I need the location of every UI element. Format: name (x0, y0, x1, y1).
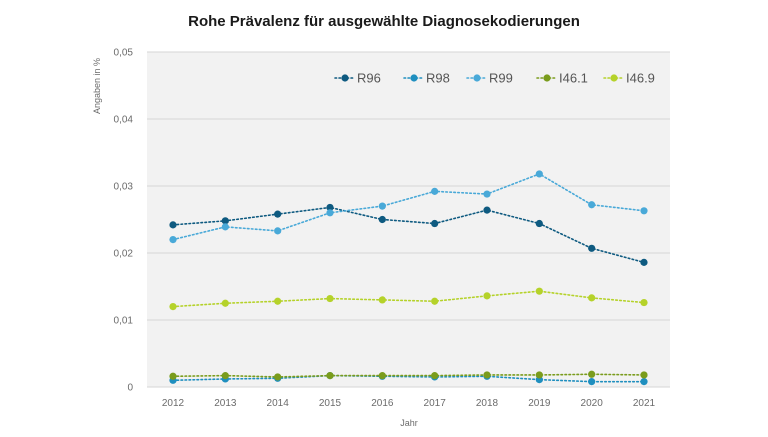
data-point (640, 298, 648, 307)
series-line (172, 373, 645, 378)
series-line (172, 290, 645, 308)
data-point (221, 217, 229, 225)
x-tick-label: 2017 (424, 398, 447, 409)
legend-item: I46.9 (603, 71, 655, 86)
y-tick-label: 0,02 (114, 249, 134, 260)
data-point (274, 210, 282, 218)
data-point (431, 219, 439, 228)
y-tick-label: 0,05 (114, 48, 134, 59)
data-point (431, 297, 439, 305)
series-line (172, 374, 645, 383)
legend-item: R96 (334, 71, 381, 86)
data-point (274, 227, 282, 235)
data-point (483, 292, 491, 300)
data-point (221, 299, 229, 307)
data-point (588, 370, 596, 378)
legend-swatch-marker (341, 74, 349, 82)
y-tick-label: 0,04 (114, 115, 134, 126)
legend-item: I46.1 (536, 71, 588, 86)
legend-item: R99 (466, 71, 513, 86)
legend-swatch-marker (610, 74, 618, 82)
series-r96 (169, 203, 648, 266)
data-point (169, 303, 177, 311)
x-tick-label: 2021 (633, 398, 656, 409)
data-point (640, 378, 648, 386)
y-axis-ticks: 0 0,01 0,02 0,03 0,04 0,05 (114, 48, 134, 394)
series-r99 (169, 170, 648, 244)
data-point (378, 202, 386, 210)
data-point (535, 170, 543, 178)
legend-label: R96 (357, 71, 381, 86)
data-point (221, 223, 229, 231)
data-point (535, 287, 543, 295)
data-point (588, 378, 596, 386)
chart-title: Rohe Prävalenz für ausgewählte Diagnosek… (188, 13, 580, 30)
data-point (378, 372, 386, 380)
data-point (483, 371, 491, 379)
legend-label: I46.9 (626, 71, 655, 86)
legend-label: R98 (426, 71, 450, 86)
data-point (326, 203, 334, 212)
data-point (169, 372, 177, 380)
data-point (274, 297, 282, 305)
data-point (326, 294, 334, 303)
grid-lines (147, 51, 670, 388)
x-axis-title: Jahr (400, 418, 418, 428)
x-tick-label: 2018 (476, 398, 499, 409)
data-point (169, 236, 177, 244)
y-tick-label: 0,03 (114, 182, 134, 193)
data-point (378, 296, 386, 304)
data-point (640, 258, 648, 266)
data-point (483, 190, 491, 198)
x-tick-label: 2014 (267, 398, 290, 409)
data-point (169, 221, 177, 229)
data-point (221, 372, 229, 380)
data-point (431, 187, 439, 195)
data-point (274, 373, 282, 381)
legend-swatch-marker (410, 74, 418, 82)
data-point (535, 371, 543, 379)
data-point (588, 244, 596, 252)
legend-swatch-marker (543, 74, 551, 82)
legend-label: I46.1 (559, 71, 588, 86)
x-tick-label: 2015 (319, 398, 342, 409)
legend-label: R99 (489, 71, 513, 86)
x-tick-label: 2013 (214, 398, 237, 409)
x-axis-ticks: 2012 2013 2014 2015 2016 2017 2018 2019 2020 2021 (162, 398, 656, 409)
series-line (172, 173, 645, 241)
data-point (535, 219, 543, 228)
data-point (378, 215, 386, 224)
series-line (172, 206, 645, 264)
legend-swatch-marker (473, 74, 481, 82)
data-point (326, 372, 334, 380)
data-point (431, 372, 439, 380)
x-tick-label: 2012 (162, 398, 185, 409)
data-point (640, 371, 648, 379)
y-tick-label: 0 (127, 383, 133, 394)
data-point (588, 294, 596, 302)
data-point (483, 206, 491, 214)
legend-item: R98 (403, 71, 450, 86)
series-lines (169, 170, 648, 386)
x-tick-label: 2019 (528, 398, 551, 409)
data-point (326, 209, 334, 217)
y-axis-title: Angaben in % (92, 58, 102, 114)
data-point (588, 201, 596, 209)
legend: R96 R98 R99 I46.1 I46.9 (334, 71, 655, 86)
y-tick-label: 0,01 (114, 316, 134, 327)
x-tick-label: 2020 (581, 398, 604, 409)
data-point (640, 207, 648, 215)
series-i46-1 (169, 370, 648, 381)
x-tick-label: 2016 (371, 398, 394, 409)
series-i46-9 (169, 287, 648, 311)
